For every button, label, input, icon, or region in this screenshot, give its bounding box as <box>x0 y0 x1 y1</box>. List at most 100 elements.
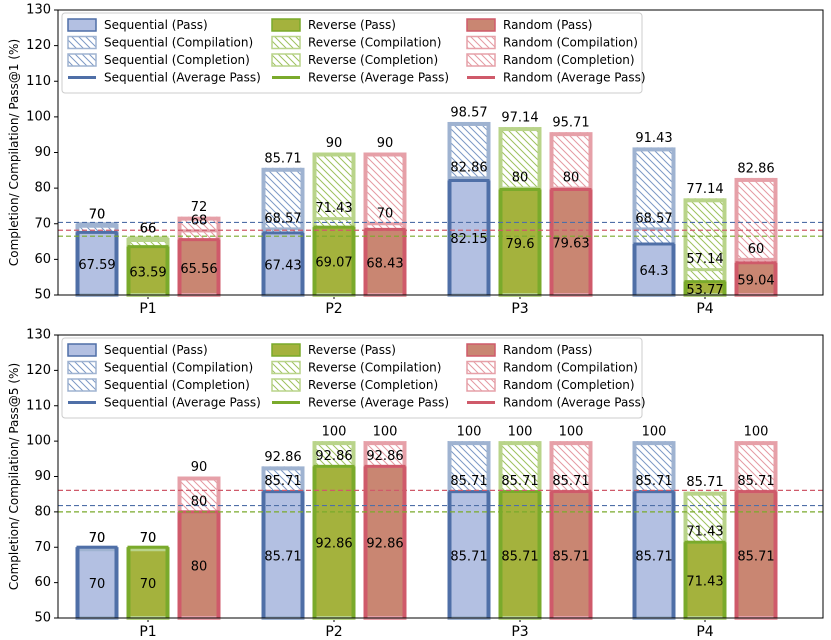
axes-frame <box>57 9 824 296</box>
y-tick-label: 120 <box>26 363 51 378</box>
x-tick-label: P4 <box>696 301 713 317</box>
pass-bar <box>261 232 305 295</box>
legend-label: Random (Compilation) <box>503 36 638 50</box>
pass-bar <box>126 547 170 618</box>
completion-bar <box>261 167 305 229</box>
compilation-label: 85.71 <box>264 474 301 489</box>
completion-bar <box>683 491 727 543</box>
completion-bar <box>312 441 356 467</box>
completion-label: 100 <box>457 425 482 440</box>
y-tick-label: 110 <box>26 398 51 413</box>
legend: Sequential (Pass) Reverse (Pass) Random (P… <box>61 12 646 94</box>
x-tick-label: P3 <box>511 301 528 317</box>
chart-pass-at-1: 50 60 70 80 90 100 110 120 130 Completion/ Compil… <box>7 3 824 317</box>
value-labels: 70 70 70 92.86 85.71 85.71 100 85.71 85.71 100 85.… <box>89 425 775 593</box>
y-tick-label: 70 <box>34 540 51 555</box>
legend-swatch-pass <box>67 18 97 32</box>
compilation-label: 70 <box>377 206 394 221</box>
legend-label: Reverse (Compilation) <box>308 36 441 50</box>
y-tick-label: 110 <box>26 74 51 89</box>
pass-bar <box>177 239 221 295</box>
legend-swatch-compilation <box>271 360 301 375</box>
compilation-label: 57.14 <box>686 252 723 267</box>
legend-label: Reverse (Pass) <box>308 343 396 357</box>
completion-label: 77.14 <box>686 182 723 197</box>
completion-label: 100 <box>373 425 398 440</box>
pass-label: 82.15 <box>450 232 487 247</box>
pass-bar <box>498 491 542 618</box>
legend-swatch-pass <box>67 343 97 357</box>
y-axis-label: Completion/ Compilation/ Pass@1 (%) <box>7 39 21 266</box>
pass-bar <box>312 466 356 618</box>
legend-label: Reverse (Pass) <box>308 18 396 32</box>
completion-label: 100 <box>559 425 584 440</box>
y-tick-label: 130 <box>26 328 51 343</box>
compilation-label: 85.71 <box>501 474 538 489</box>
pass-label: 80 <box>191 559 208 574</box>
x-tick-label: P2 <box>325 301 342 317</box>
legend-swatch-compilation <box>67 360 97 375</box>
compilation-bar <box>363 223 407 230</box>
pass-label: 79.63 <box>552 237 589 252</box>
compilation-label: 60 <box>748 242 765 257</box>
completion-bar <box>549 441 593 492</box>
pass-bar <box>549 491 593 618</box>
legend-label: Sequential (Completion) <box>104 378 250 392</box>
pass-label: 85.71 <box>635 549 672 564</box>
y-tick-label: 90 <box>34 469 51 484</box>
legend-box <box>61 12 643 94</box>
pass-label: 68.43 <box>366 257 403 272</box>
legend-swatch-pass <box>271 343 301 357</box>
compilation-label: 70 <box>89 531 106 546</box>
legend-swatch-completion <box>271 378 301 392</box>
legend-label: Reverse (Compilation) <box>308 361 441 375</box>
legend-label: Random (Pass) <box>503 343 592 357</box>
completion-label: 90 <box>326 136 343 151</box>
y-tick-label: 50 <box>34 288 51 303</box>
completion-label: 100 <box>508 425 533 440</box>
completion-label: 91.43 <box>635 131 672 146</box>
legend-label: Random (Average Pass) <box>503 396 646 410</box>
pass-label: 85.71 <box>264 549 301 564</box>
compilation-bar <box>261 228 305 233</box>
completion-bar <box>363 441 407 467</box>
pass-bar <box>498 189 542 295</box>
y-tick-label: 80 <box>34 181 51 196</box>
legend-swatch-compilation <box>67 35 97 50</box>
completion-label: 97.14 <box>501 111 538 126</box>
chart-pass-at-5: 50 60 70 80 90 100 110 120 130 Completion/ Compil… <box>7 328 824 640</box>
value-labels: 70 70 67.59 85.71 68.57 67.43 98.57 82.86 82.15 9… <box>78 105 774 297</box>
completion-label: 70 <box>89 207 106 222</box>
x-tick-label: P1 <box>139 301 156 317</box>
compilation-label: 68.57 <box>264 211 301 226</box>
compilation-label: 66 <box>140 222 157 237</box>
compilation-label: 70 <box>89 207 106 222</box>
compilation-label: 68 <box>191 213 208 228</box>
pass-bar <box>363 229 407 295</box>
y-tick-label: 70 <box>34 216 51 231</box>
compilation-label: 68.57 <box>635 211 672 226</box>
pass-bar <box>177 511 221 618</box>
y-tick-label: 100 <box>26 434 51 449</box>
bars <box>75 121 778 297</box>
compilation-label: 85.71 <box>450 474 487 489</box>
completion-bar <box>261 466 305 492</box>
completion-bar <box>734 177 778 260</box>
pass-bar <box>632 491 676 618</box>
legend-label: Sequential (Pass) <box>104 18 208 32</box>
legend-swatch-completion <box>466 378 496 392</box>
completion-label: 70 <box>140 531 157 546</box>
compilation-bar <box>683 269 727 282</box>
axes-frame <box>57 334 824 619</box>
pass-label: 85.71 <box>552 549 589 564</box>
legend-swatch-compilation <box>271 35 301 50</box>
pass-label: 53.77 <box>686 283 723 298</box>
pass-bar <box>75 232 119 295</box>
pass-label: 71.43 <box>686 575 723 590</box>
legend-swatch-pass <box>466 343 496 357</box>
completion-bar <box>683 198 727 270</box>
pass-label: 70 <box>89 577 106 592</box>
legend-label: Reverse (Completion) <box>308 378 438 392</box>
completion-bar <box>734 441 778 492</box>
completion-label: 95.71 <box>552 116 589 131</box>
